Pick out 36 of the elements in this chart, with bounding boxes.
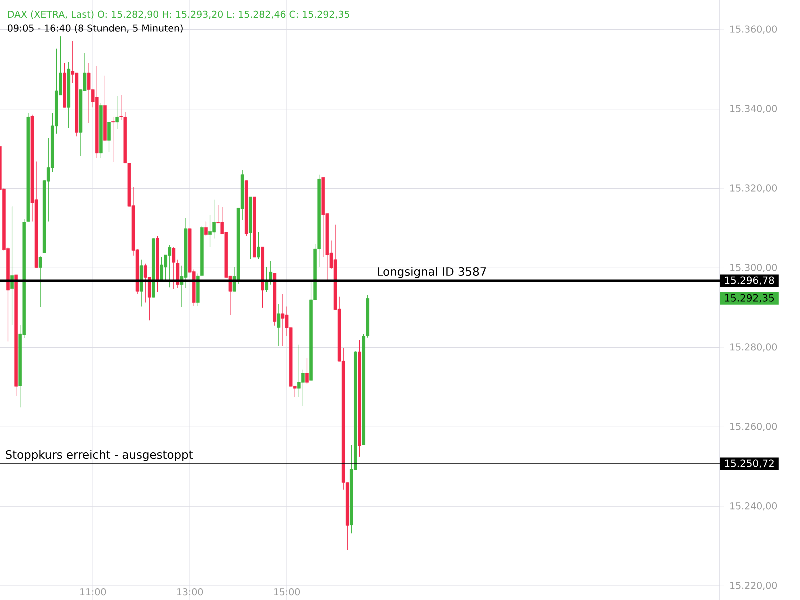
candlestick xyxy=(212,200,216,240)
candlestick xyxy=(144,264,148,304)
x-tick-label: 13:00 xyxy=(177,588,204,596)
y-tick-label: 15.240,00 xyxy=(730,502,778,511)
text: 09:05 - 16:40 (8 Stunden, 5 Minuten) xyxy=(8,24,183,34)
candlestick xyxy=(281,294,285,346)
candlestick xyxy=(172,247,176,290)
y-tick-label: 15.360,00 xyxy=(730,26,778,34)
y-tick-label: 15.300,00 xyxy=(730,264,778,272)
candlestick xyxy=(277,304,281,347)
candlestick xyxy=(204,221,208,236)
candlestick xyxy=(306,358,309,385)
candlestick xyxy=(116,96,119,130)
candlestick xyxy=(38,256,42,308)
x-tick-label: 11:00 xyxy=(80,588,106,596)
candlestick xyxy=(269,260,273,286)
candlestick xyxy=(302,370,305,407)
candlestick xyxy=(87,62,91,124)
ref-line-label: Stoppkurs erreicht - ausgestoppt xyxy=(6,450,194,462)
candlestick xyxy=(108,122,111,153)
y-tick-label: 15.280,00 xyxy=(730,344,778,352)
y-tick-label: 15.320,00 xyxy=(730,184,778,193)
y-tick-label: 15.340,00 xyxy=(730,105,778,114)
text: 15.296,78 xyxy=(725,276,774,286)
text: 15.250,72 xyxy=(725,460,774,468)
y-tick-label: 15.260,00 xyxy=(730,423,778,432)
text: DAX (XETRA, Last) O: 15.282,90 H: 15.293,20 L: 15.282,46 C: 15.292,35 xyxy=(8,10,350,20)
candlestick xyxy=(112,116,115,163)
y-tick-label: 15.220,00 xyxy=(730,582,778,590)
ref-line-label: Longsignal ID 3587 xyxy=(378,267,486,278)
x-tick-label: 15:00 xyxy=(274,588,300,596)
candlestick xyxy=(298,344,301,398)
candlestick xyxy=(257,232,260,260)
text: 15.292,35 xyxy=(725,294,774,303)
candlestick xyxy=(208,214,212,248)
candlestick xyxy=(168,245,172,288)
